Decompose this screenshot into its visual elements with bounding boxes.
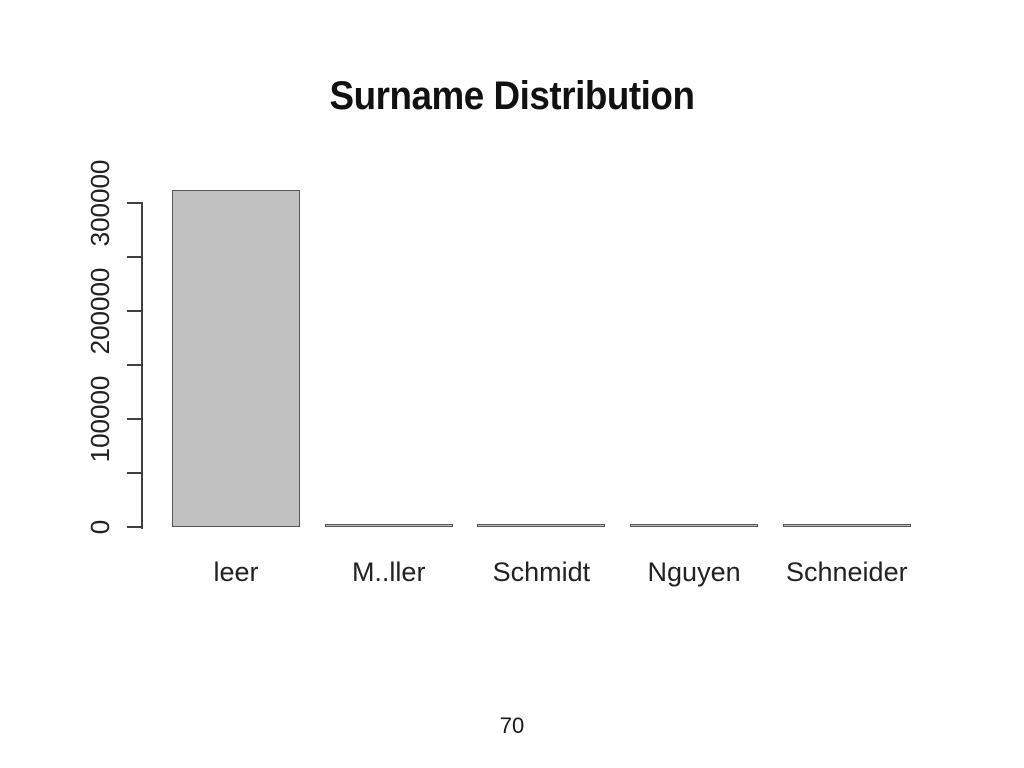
y-axis-tick	[127, 526, 143, 528]
bar	[782, 524, 911, 527]
x-axis-label: M..ller	[351, 557, 426, 587]
y-axis-tick	[127, 202, 143, 204]
y-axis-tick	[127, 310, 143, 312]
bar	[324, 524, 453, 527]
y-axis-tick-label: 0	[85, 519, 115, 535]
y-axis-tick-label: 200000	[85, 267, 115, 355]
y-axis-tick	[127, 418, 143, 420]
y-axis-tick-label: 300000	[85, 159, 115, 247]
bar	[172, 190, 300, 527]
page-title: Surname Distribution	[329, 74, 695, 118]
y-axis-tick	[127, 364, 143, 366]
x-axis-label: Schmidt	[492, 557, 591, 587]
y-axis-tick	[127, 256, 143, 258]
x-axis-label: Schneider	[786, 557, 908, 587]
slide-page-number: 70	[499, 713, 525, 738]
bar	[630, 524, 759, 527]
y-axis-tick	[127, 472, 143, 474]
y-axis-tick-label: 100000	[85, 375, 115, 463]
bar	[477, 524, 606, 527]
x-axis-label: leer	[213, 557, 259, 587]
x-axis-label: Nguyen	[647, 557, 741, 587]
